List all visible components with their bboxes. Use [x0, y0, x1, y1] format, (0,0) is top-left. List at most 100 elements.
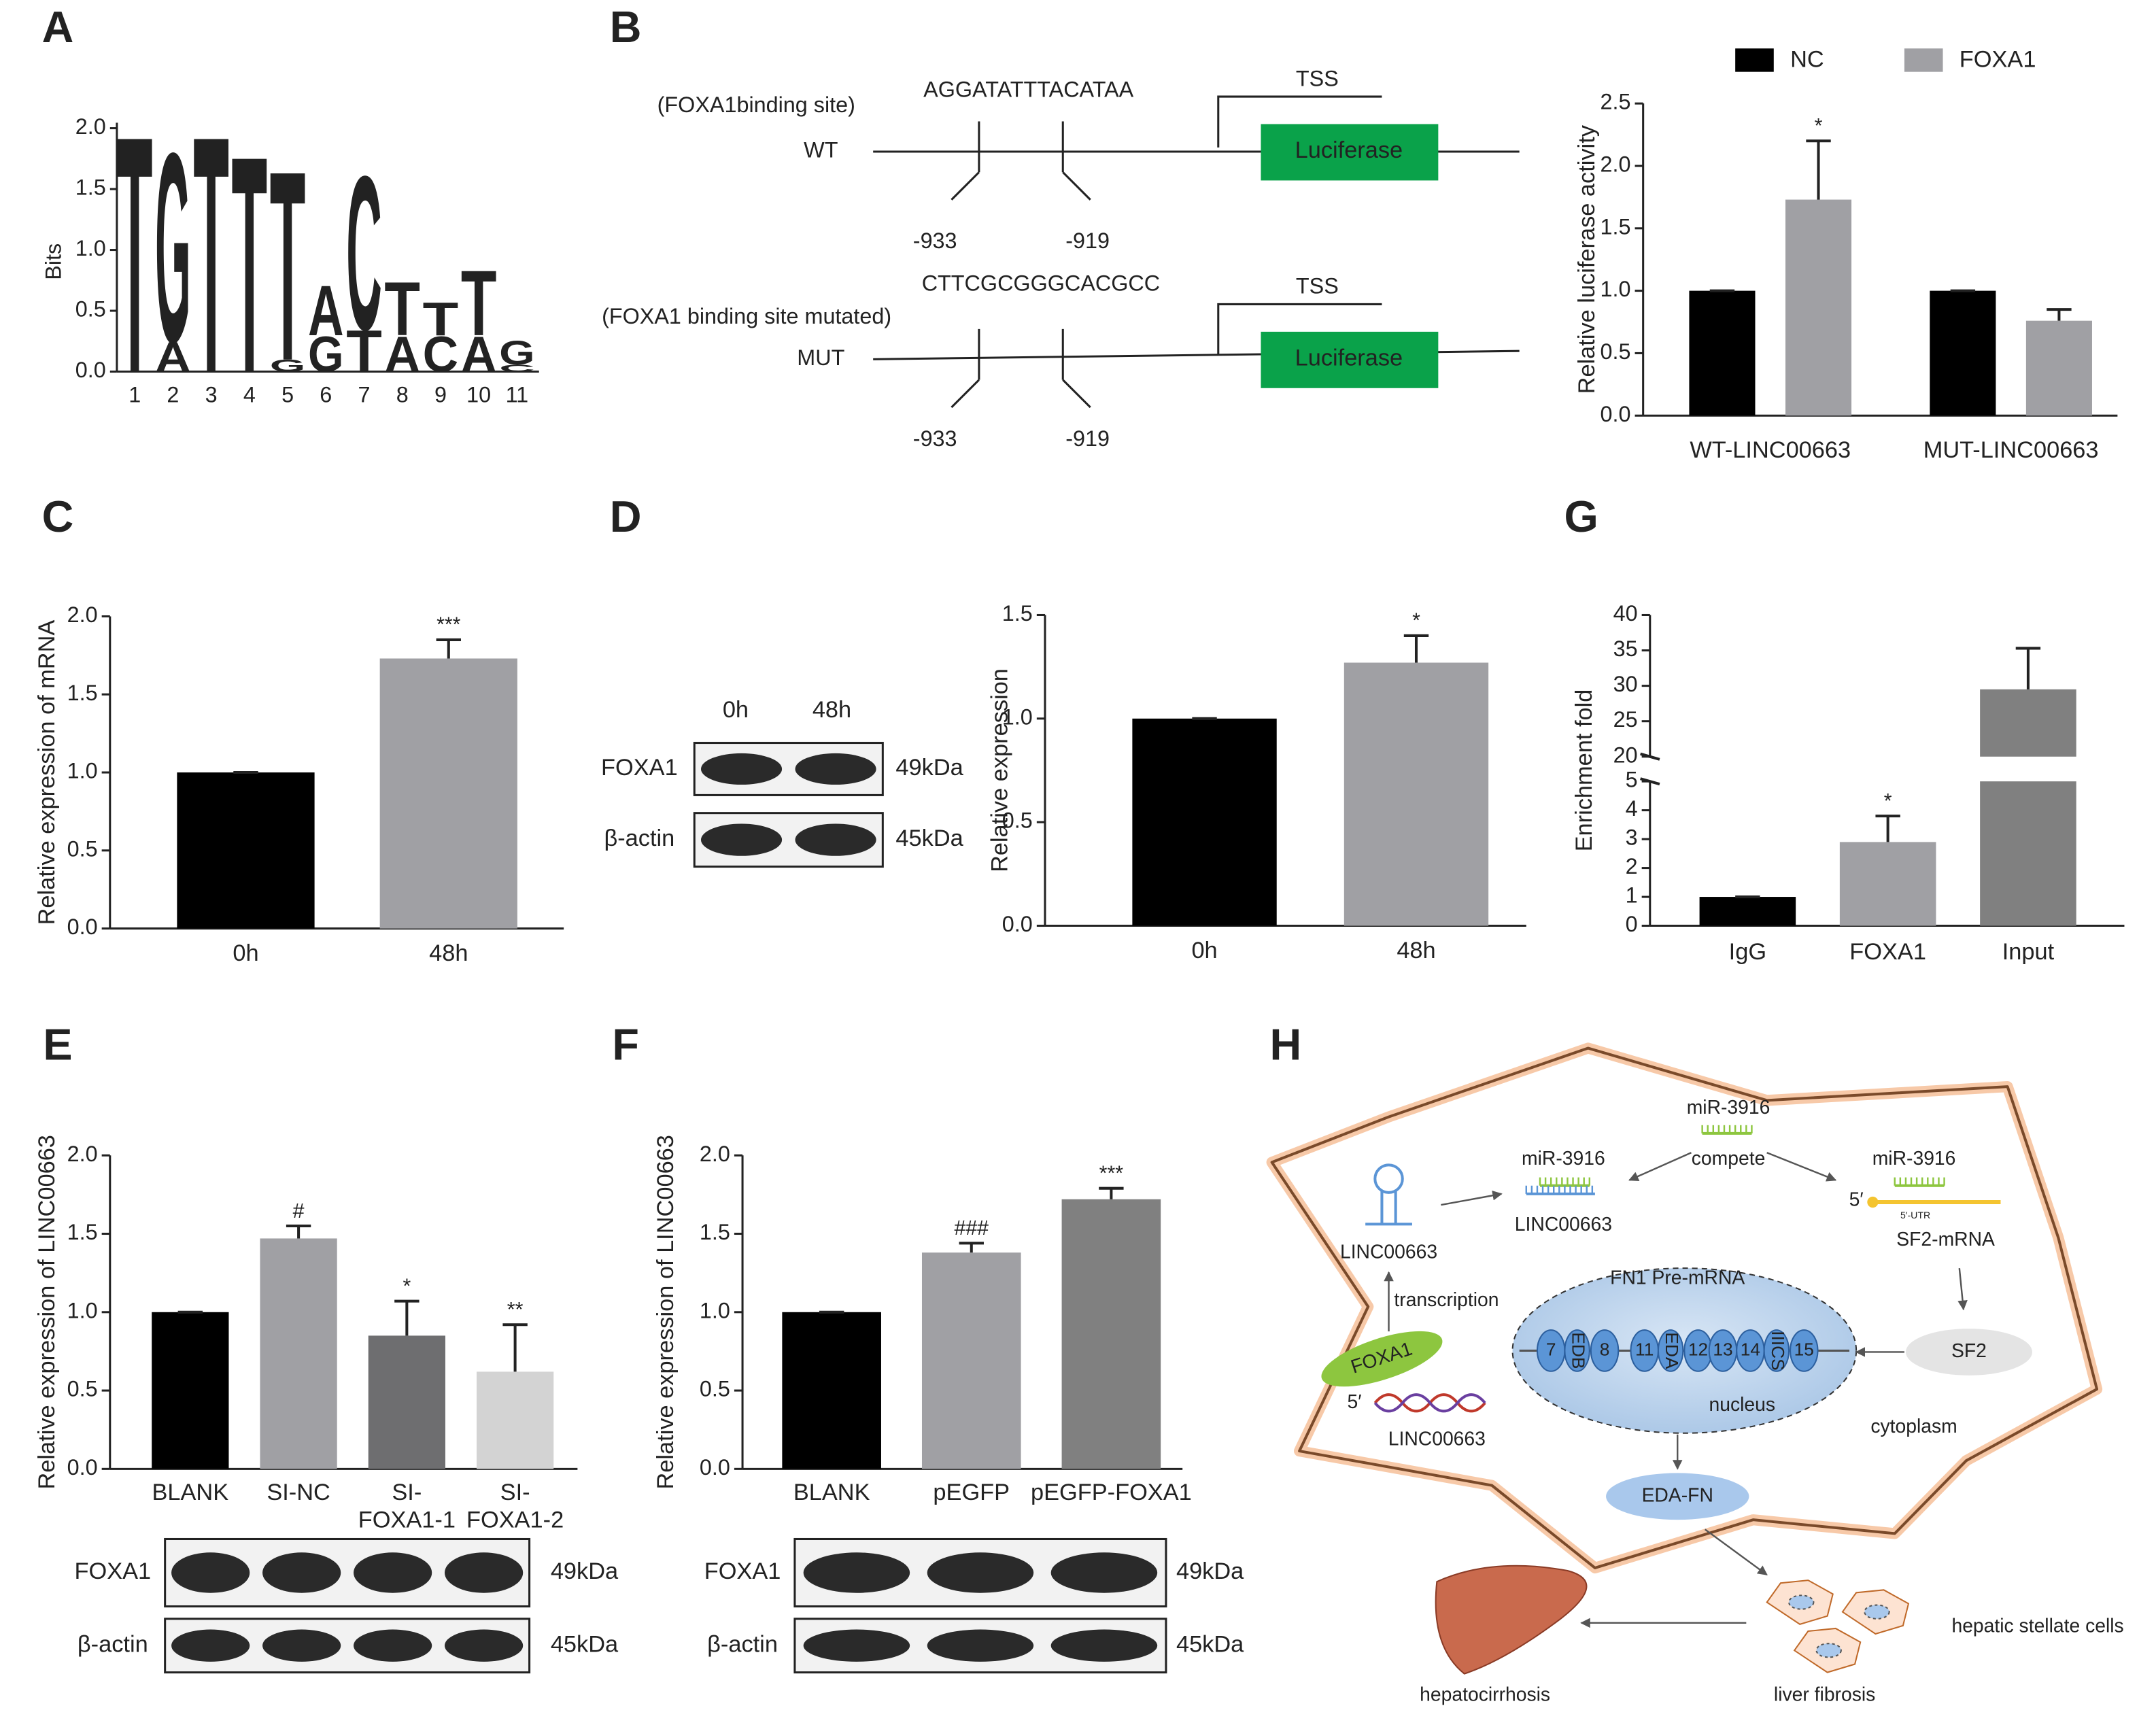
x-tick-label: 7 — [358, 382, 371, 407]
x-tick-label: Input — [2002, 939, 2055, 965]
y-tick-label: 1.0 — [75, 236, 106, 260]
bar — [476, 1371, 554, 1469]
y-tick-label: 0.5 — [67, 836, 98, 861]
bar — [1689, 290, 1756, 416]
logo-letter: T — [193, 66, 229, 443]
exon-label: 15 — [1794, 1339, 1814, 1359]
foxa1-blot-band — [262, 1552, 341, 1593]
sequence: AGGATATTTACATAA — [923, 78, 1133, 102]
arrow — [1957, 1267, 1968, 1311]
y-axis-label: Relative luciferase activity — [1574, 124, 1600, 394]
logo-letter: T — [346, 318, 382, 384]
panel-label: D — [610, 492, 642, 541]
sf2-protein — [1905, 1329, 2032, 1376]
row-label: WT — [804, 138, 838, 163]
logo-letter: A — [384, 326, 420, 382]
y-tick-label: 1.5 — [75, 175, 106, 200]
eda-fn-protein — [1606, 1473, 1749, 1520]
row-label: MUT — [797, 345, 844, 370]
significance: * — [1412, 610, 1420, 632]
pathway-label: compete — [1692, 1147, 1766, 1169]
pathway-label: liver fibrosis — [1774, 1684, 1875, 1705]
legend-swatch — [1735, 48, 1774, 72]
bar — [2025, 320, 2092, 416]
blot-size: 49kDa — [895, 755, 963, 781]
logo-letter: T — [384, 267, 420, 352]
x-tick-label: 11 — [506, 382, 529, 407]
exon-label: 11 — [1635, 1339, 1654, 1359]
foxa1-blot-band — [1050, 1552, 1158, 1593]
mrna-cap — [1867, 1196, 1879, 1208]
bar — [152, 1312, 229, 1469]
y-tick-label: 1.5 — [67, 681, 98, 705]
actin-blot-band — [927, 1629, 1034, 1662]
foxa1-blot-band — [171, 1552, 250, 1593]
cell-nucleus — [1815, 1643, 1842, 1658]
site-tick — [1062, 171, 1091, 201]
exon — [1763, 1329, 1790, 1372]
bar — [1980, 781, 2076, 926]
y-tick-label: 0.5 — [67, 1377, 98, 1401]
exon-label: 7 — [1546, 1339, 1556, 1359]
y-tick-label: 0.0 — [1601, 402, 1631, 426]
blot-row-label: β-actin — [604, 825, 674, 851]
axis-break — [1640, 752, 1660, 761]
y-tick-label: 0 — [1626, 912, 1638, 936]
logo-letter: C — [423, 326, 459, 382]
bar — [1132, 718, 1277, 926]
actin-blot-band — [795, 823, 876, 856]
x-tick-label: 10 — [466, 382, 491, 407]
reporter-label: Luciferase — [1295, 345, 1403, 371]
blot-size: 49kDa — [1176, 1558, 1244, 1584]
site-label: (FOXA1binding site) — [657, 92, 855, 117]
exon-label: 13 — [1713, 1339, 1732, 1359]
bar — [1930, 290, 1996, 416]
x-tick-label: SI- — [500, 1480, 530, 1505]
pathway-label: SF2-mRNA — [1896, 1228, 1995, 1250]
liver — [1435, 1565, 1588, 1675]
y-tick-label: 1.0 — [700, 1298, 730, 1322]
y-axis-label: Enrichment fold — [1571, 689, 1597, 852]
reporter-label: Luciferase — [1295, 137, 1403, 163]
panel-label: H — [1270, 1020, 1302, 1070]
exon-label: IIICS — [1768, 1331, 1788, 1370]
cell-nucleus — [1788, 1594, 1815, 1610]
foxa1-blot-band — [444, 1552, 524, 1593]
y-tick-label: 2.0 — [67, 602, 98, 627]
bar — [379, 658, 517, 929]
y-tick-label: 1.0 — [1601, 277, 1631, 301]
exon-label: 12 — [1688, 1339, 1708, 1359]
significance: * — [1884, 790, 1892, 813]
x-tick-label: 6 — [320, 382, 332, 407]
y-tick-label: 40 — [1613, 601, 1638, 626]
x-tick-label: SI- — [392, 1480, 422, 1505]
pathway-label: 5′-UTR — [1900, 1210, 1930, 1220]
logo-letter: A — [155, 333, 191, 380]
axis-break — [1640, 777, 1660, 786]
hairpin-loop — [1373, 1163, 1404, 1194]
y-tick-label: 1.0 — [67, 1298, 98, 1322]
exon — [1790, 1329, 1819, 1372]
y-tick-label: 4 — [1626, 796, 1638, 821]
blot-size: 45kDa — [895, 825, 963, 851]
arrow — [1704, 1528, 1768, 1576]
panel-label: A — [42, 2, 74, 52]
tss-bracket — [1217, 303, 1382, 356]
pathway-label: 5′ — [1849, 1188, 1864, 1210]
pathway-label: SF2 — [1951, 1339, 1987, 1361]
pathway-label: LINC00663 — [1388, 1427, 1486, 1449]
tss-label: TSS — [1296, 274, 1339, 298]
logo-letter: T — [461, 251, 497, 355]
tss-bracket — [1217, 95, 1382, 148]
y-tick-label: 20 — [1613, 742, 1638, 767]
x-tick-label: BLANK — [793, 1480, 870, 1505]
blot-size: 49kDa — [551, 1558, 619, 1584]
site-label: (FOXA1 binding site mutated) — [602, 304, 891, 328]
blot-row-label: FOXA1 — [74, 1558, 151, 1584]
significance: *** — [437, 614, 461, 636]
exon-label: EDB — [1569, 1332, 1589, 1369]
foxa1-protein — [1321, 1331, 1443, 1387]
site-tick — [951, 171, 980, 201]
pathway-label: EDA-FN — [1642, 1484, 1713, 1505]
